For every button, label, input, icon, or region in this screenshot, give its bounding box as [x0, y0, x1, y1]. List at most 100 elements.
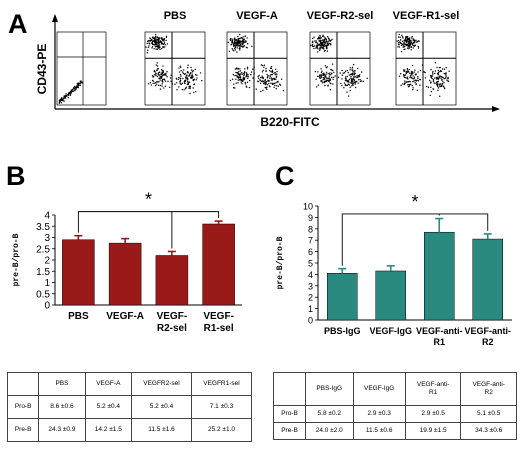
cell-event: [412, 87, 414, 89]
cell-event: [332, 83, 334, 85]
y-tick-label: 3: [44, 233, 50, 244]
cell-event: [70, 92, 72, 94]
cell-event: [265, 67, 267, 70]
cell-event: [157, 84, 160, 87]
cell-event: [413, 44, 415, 47]
cell-event: [272, 77, 274, 80]
table-cell: 5.8 ±0.2: [305, 404, 354, 423]
cell-event: [169, 86, 171, 88]
bar: [202, 223, 235, 306]
cell-event: [319, 77, 321, 79]
cell-event: [154, 82, 156, 85]
cell-event: [184, 80, 186, 83]
cell-event: [241, 83, 243, 85]
cell-event: [234, 74, 236, 77]
cell-event: [231, 48, 233, 50]
cell-event: [245, 76, 247, 78]
cell-event: [239, 70, 242, 72]
cell-event: [414, 74, 417, 76]
cell-event: [440, 70, 443, 73]
cell-event: [237, 67, 240, 70]
dot-plot-3: VEGF-R2-sel: [307, 10, 373, 106]
cell-event: [350, 78, 353, 80]
cell-event: [188, 74, 191, 76]
cell-event: [318, 37, 320, 39]
cell-event: [155, 48, 157, 50]
cell-event: [417, 45, 420, 48]
cell-event: [177, 78, 180, 81]
cell-event: [317, 84, 320, 86]
cell-event: [237, 82, 239, 84]
cell-event: [183, 69, 185, 71]
cell-event: [186, 70, 189, 73]
cell-event: [413, 76, 416, 78]
cell-event: [405, 40, 408, 42]
cell-event: [152, 80, 155, 82]
cell-event: [165, 39, 167, 42]
cell-event: [192, 76, 194, 78]
cell-event: [175, 77, 178, 80]
cell-event: [234, 42, 236, 44]
cell-event: [187, 64, 189, 66]
cell-event: [246, 37, 248, 39]
cell-event: [437, 69, 439, 72]
cell-event: [433, 82, 436, 84]
cell-event: [188, 81, 191, 83]
cell-event: [156, 65, 159, 67]
cell-event: [349, 86, 351, 89]
dot-plot-1: PBS: [144, 10, 206, 106]
cell-event: [321, 45, 323, 47]
cell-event: [181, 71, 184, 73]
cell-event: [417, 75, 419, 78]
cell-event: [243, 42, 245, 44]
cell-event: [357, 82, 359, 84]
cell-event: [325, 71, 328, 74]
cell-event: [243, 72, 245, 75]
cell-event: [189, 92, 191, 95]
cell-event: [157, 39, 159, 41]
cell-event: [333, 71, 335, 74]
cell-event: [332, 76, 335, 79]
bar-chart-b: pre-B/pro-B 00.511.522.533.54 PBS VEGF-A VEG…: [12, 190, 242, 334]
cell-event: [417, 47, 420, 49]
cell-event: [239, 46, 241, 49]
cell-event: [175, 82, 178, 84]
cell-event: [434, 62, 437, 64]
cell-event: [154, 84, 157, 87]
cell-event: [261, 80, 263, 82]
cell-event: [412, 47, 414, 49]
cell-event: [412, 39, 414, 42]
cell-event: [407, 47, 409, 49]
sample-label: VEGF-R1-sel: [393, 10, 460, 22]
cell-event: [246, 66, 249, 69]
cell-event: [414, 44, 416, 46]
cell-event: [417, 79, 419, 82]
cell-event: [439, 70, 441, 73]
cell-event: [188, 87, 190, 90]
cell-event: [151, 79, 154, 82]
cell-event: [235, 44, 238, 47]
cell-event: [166, 43, 169, 45]
cell-event: [321, 73, 324, 75]
cell-event: [348, 74, 351, 76]
cell-event: [164, 46, 166, 48]
cell-event: [160, 41, 162, 43]
cell-event: [441, 68, 444, 70]
panel-a-x-axis-label: B220-FITC: [260, 115, 320, 129]
cell-event: [270, 74, 272, 76]
cell-event: [72, 88, 74, 90]
table-header-cell: PBS-IgG: [305, 372, 354, 406]
cell-event: [402, 69, 405, 71]
table-row: Pre-B 24.3 ±0.9 14.2 ±1.5 11.5 ±1.6 25.2 ±1.…: [6, 418, 253, 442]
cell-event: [328, 80, 330, 83]
cell-event: [325, 44, 327, 47]
cell-event: [320, 68, 322, 70]
cell-event: [324, 65, 327, 67]
cell-event: [310, 44, 312, 47]
cell-event: [437, 77, 439, 79]
cell-event: [334, 75, 336, 77]
cell-event: [264, 83, 266, 85]
cell-event: [235, 82, 237, 84]
cell-event: [320, 75, 323, 77]
